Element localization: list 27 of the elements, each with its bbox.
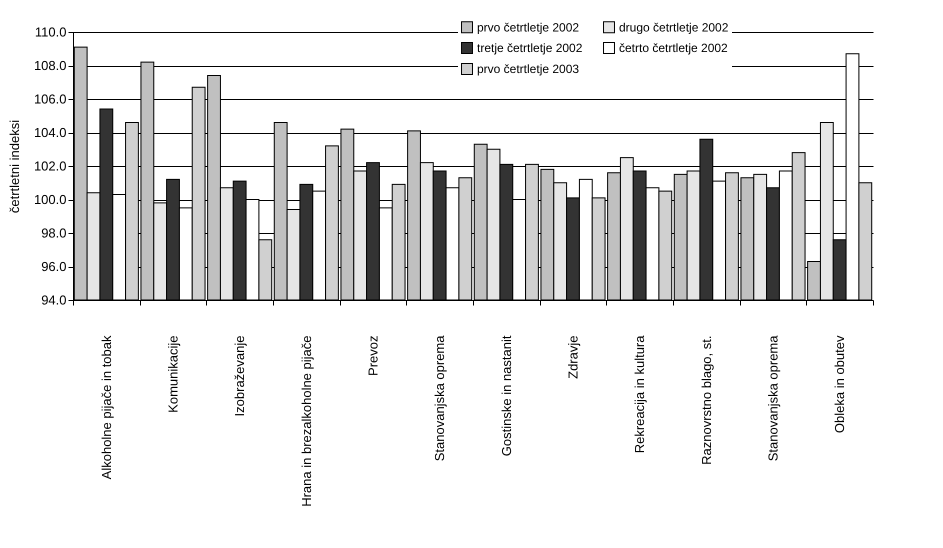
x-tick-label: Raznovrstno blago, st.	[698, 336, 714, 465]
x-tick-label: Stanovanjska oprema	[766, 334, 780, 462]
x-tick-label: Alkoholne pijače in tobak	[98, 335, 114, 480]
legend-label: prvo četrtletje 2002	[477, 20, 580, 34]
y-tick-label: 96.0	[41, 259, 66, 274]
legend-label: drugo četrtletje 2002	[619, 20, 729, 34]
x-tick-label: Zdravje	[566, 336, 580, 379]
x-tick-label: Prevoz	[366, 336, 380, 376]
y-tick-label: 100.0	[34, 192, 66, 207]
legend-label: tretje četrtletje 2002	[477, 41, 583, 55]
x-tick-label: Stanovanjska oprema	[432, 334, 448, 462]
y-tick-label: 108.0	[34, 58, 66, 73]
y-tick-label: 104.0	[34, 125, 66, 140]
x-tick-label: Obleka in obutev	[832, 335, 848, 434]
y-tick-label: 94.0	[41, 292, 66, 308]
y-tick-label: 106.0	[34, 92, 66, 106]
legend-label: četrto četrtletje 2002	[619, 41, 728, 55]
y-tick-label: 110.0	[34, 24, 66, 40]
y-axis-title: četrtletni indeksi	[6, 120, 22, 214]
x-tick-label: Rekreacija in kultura	[632, 334, 648, 454]
x-tick-label: Hrana in brezalkoholne pijače	[298, 336, 314, 507]
legend-label: prvo četrtletje 2003	[477, 62, 580, 76]
x-tick-label: Gostinske in nastanit	[498, 335, 514, 456]
y-tick-label: 98.0	[41, 226, 66, 240]
x-tick-label: Komunikacije	[166, 336, 180, 413]
y-tick-label: 102.0	[34, 158, 66, 174]
x-tick-label: Izobraževanje	[232, 336, 248, 416]
